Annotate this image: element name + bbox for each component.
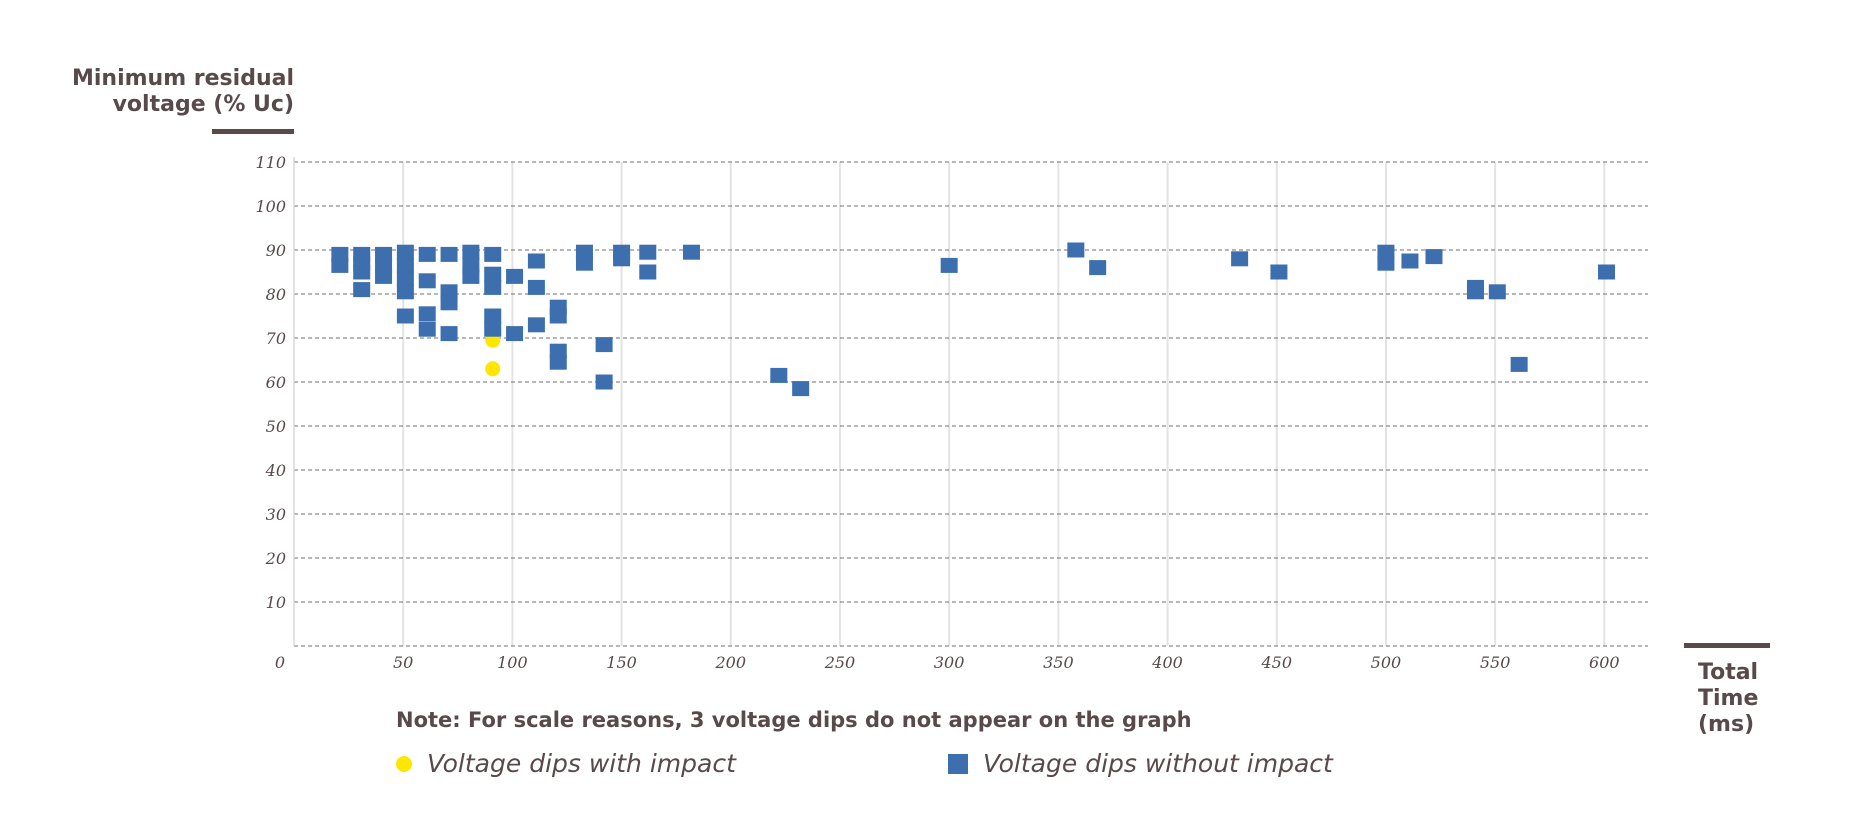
- no-impact-dip-point: [1466, 284, 1484, 300]
- y-tick-label: 20: [265, 549, 286, 568]
- y-tick-label: 110: [255, 153, 286, 172]
- no-impact-dip-point: [549, 308, 567, 324]
- x-tick-label: 600: [1589, 653, 1620, 672]
- no-impact-dip-point: [440, 295, 458, 311]
- no-impact-dip-point: [770, 367, 788, 383]
- y-axis-label-line-2: voltage (% Uc): [112, 92, 294, 117]
- no-impact-dip-point: [527, 317, 545, 333]
- x-axis-label: Total Time (ms): [1698, 660, 1758, 738]
- no-impact-dip-point: [440, 246, 458, 262]
- impact-dip-point: [485, 361, 501, 377]
- no-impact-dip-point: [331, 257, 349, 273]
- no-impact-dip-point: [418, 246, 436, 262]
- x-tick-label: 100: [497, 653, 528, 672]
- no-impact-dip-point: [484, 266, 502, 282]
- no-impact-dip-point: [1089, 260, 1107, 276]
- no-impact-dip-point: [1377, 255, 1395, 271]
- legend-label-with-impact: Voltage dips with impact: [427, 749, 736, 778]
- no-impact-dip-point: [527, 279, 545, 295]
- no-impact-dip-point: [527, 253, 545, 269]
- legend-item-without-impact: Voltage dips without impact: [948, 749, 1333, 778]
- y-tick-label: 40: [265, 461, 286, 480]
- no-impact-dip-point: [484, 321, 502, 337]
- no-impact-dip-point: [484, 308, 502, 324]
- no-impact-dip-point: [396, 284, 414, 300]
- no-impact-dip-point: [575, 255, 593, 271]
- no-impact-dip-point: [396, 308, 414, 324]
- x-tick-label: 350: [1043, 653, 1074, 672]
- no-impact-dip-point: [396, 271, 414, 287]
- y-tick-label: 70: [266, 329, 286, 348]
- y-tick-label: 50: [266, 417, 286, 436]
- y-tick-label: 30: [266, 505, 286, 524]
- y-axis-label-line-1: Minimum residual: [71, 66, 294, 91]
- chart-note: Note: For scale reasons, 3 voltage dips …: [396, 708, 1192, 732]
- no-impact-dip-point: [595, 374, 613, 390]
- x-axis-label-line-2: Time: [1698, 686, 1759, 711]
- no-impact-dip-point: [353, 282, 371, 298]
- legend-item-with-impact: Voltage dips with impact: [396, 749, 736, 778]
- no-impact-dip-point: [484, 279, 502, 295]
- x-axis-title-bar: [1684, 643, 1770, 648]
- no-impact-dip-point: [375, 268, 393, 284]
- no-impact-dip-point: [1401, 253, 1419, 269]
- no-impact-dip-point: [549, 354, 567, 370]
- no-impact-dip-point: [682, 244, 700, 260]
- y-tick-label: 90: [266, 241, 286, 260]
- x-tick-label: 550: [1480, 653, 1511, 672]
- no-impact-dip-point: [440, 326, 458, 342]
- y-tick-label: 80: [266, 285, 286, 304]
- x-tick-label: 200: [715, 653, 747, 672]
- no-impact-dip-point: [1067, 242, 1085, 258]
- no-impact-dip-point: [1598, 264, 1616, 280]
- x-tick-label: 0: [275, 653, 285, 672]
- y-tick-label: 10: [266, 593, 286, 612]
- no-impact-dip-point: [940, 257, 958, 273]
- grid-layer: [294, 161, 1648, 647]
- no-impact-dip-point: [1425, 249, 1443, 265]
- x-tick-label: 400: [1151, 653, 1183, 672]
- no-impact-dip-point: [484, 246, 502, 262]
- y-axis-label: Minimum residual voltage (% Uc): [72, 66, 294, 118]
- no-impact-dip-point: [418, 273, 436, 289]
- y-axis-title-bar: [212, 129, 294, 134]
- no-impact-dip-point: [396, 257, 414, 273]
- no-impact-dip-point: [418, 306, 436, 322]
- yellow-dot-icon: [396, 755, 412, 772]
- no-impact-dip-point: [639, 264, 657, 280]
- no-impact-dip-point: [462, 244, 480, 260]
- no-impact-dip-point: [418, 321, 436, 337]
- x-tick-label: 150: [606, 653, 637, 672]
- x-tick-label: 500: [1371, 653, 1402, 672]
- no-impact-dip-point: [1231, 251, 1249, 267]
- no-impact-dip-point: [353, 264, 371, 280]
- x-tick-label: 450: [1260, 653, 1292, 672]
- x-tick-label: 50: [393, 653, 413, 672]
- no-impact-dip-point: [396, 244, 414, 260]
- no-impact-dip-point: [462, 268, 480, 284]
- no-impact-dip-point: [639, 244, 657, 260]
- no-impact-dip-point: [792, 381, 810, 397]
- x-axis-label-line-3: (ms): [1698, 712, 1755, 737]
- x-tick-label: 300: [934, 653, 965, 672]
- x-axis-label-line-1: Total: [1698, 660, 1759, 685]
- legend-label-without-impact: Voltage dips without impact: [983, 749, 1333, 778]
- no-impact-dip-point: [1510, 356, 1528, 372]
- no-impact-dip-point: [595, 337, 613, 353]
- no-impact-dip-point: [506, 326, 524, 342]
- no-impact-dip-point: [1488, 284, 1506, 300]
- no-impact-dip-point: [506, 268, 524, 284]
- y-tick-label: 100: [255, 197, 286, 216]
- x-tick-label: 250: [824, 653, 856, 672]
- points-layer: [331, 242, 1616, 397]
- blue-square-icon: [948, 753, 968, 774]
- no-impact-dip-point: [613, 251, 631, 267]
- no-impact-dip-point: [1270, 264, 1288, 280]
- y-tick-label: 60: [266, 373, 286, 392]
- axis-layer: 10 20 30 40 50 60 70 80 90 100 110 0 50 100 150 200 250 3…: [212, 129, 1770, 672]
